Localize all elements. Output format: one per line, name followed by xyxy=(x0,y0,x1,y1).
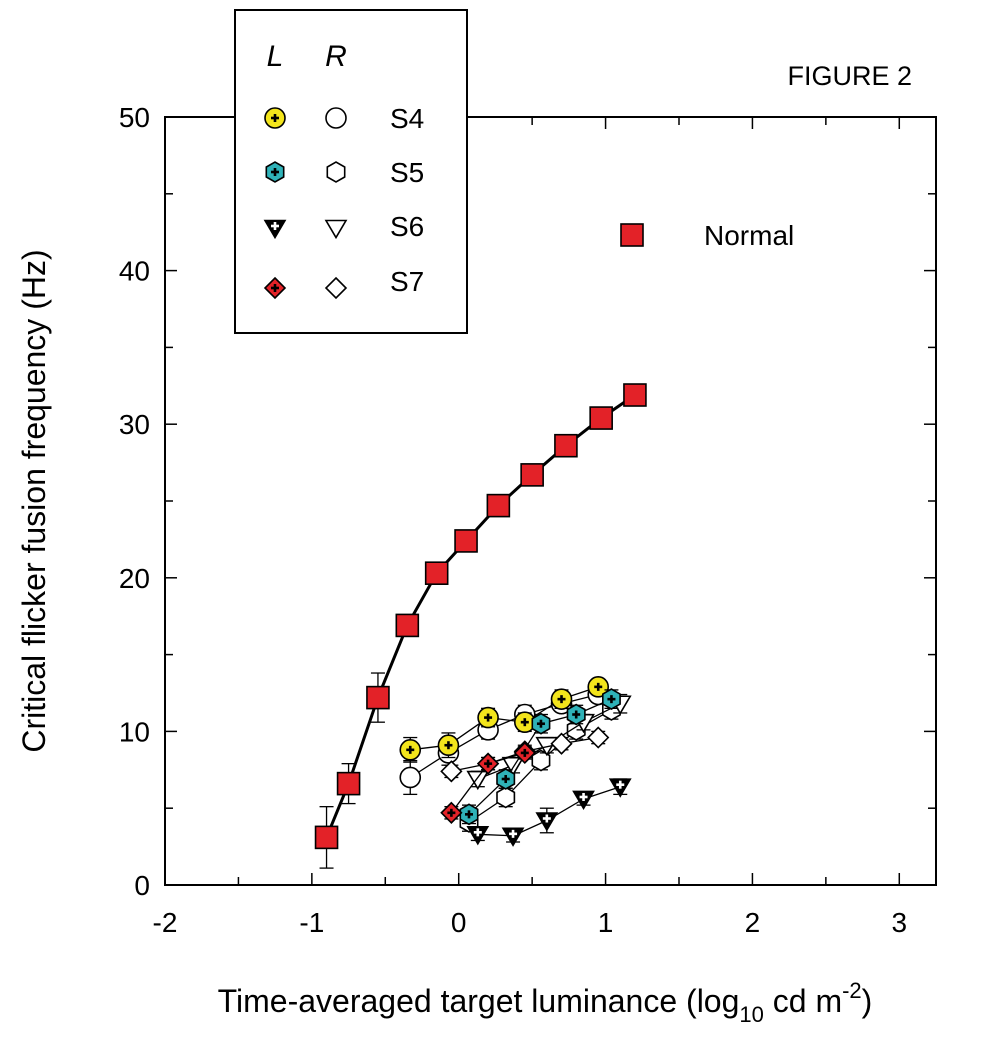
series-s7-l xyxy=(440,741,536,824)
x-axis-label-sup: -2 xyxy=(842,978,862,1003)
data-marks xyxy=(314,383,647,869)
x-tick-label: 2 xyxy=(745,907,761,938)
legend-label-s7: S7 xyxy=(390,266,424,297)
point-normal xyxy=(520,463,544,487)
series-s6-l xyxy=(466,778,632,847)
point-normal xyxy=(554,433,578,458)
figure-label: FIGURE 2 xyxy=(787,61,912,91)
legend: L R S4 S5 S6 S7 xyxy=(234,9,468,334)
point-s6-r xyxy=(501,756,525,777)
x-tick-label: 1 xyxy=(598,907,614,938)
point-normal xyxy=(589,406,613,430)
normal-legend-marker xyxy=(620,223,644,247)
point-normal xyxy=(395,613,420,638)
x-tick-label: 0 xyxy=(451,907,467,938)
y-axis-label: Critical flicker fusion frequency (Hz) xyxy=(16,249,52,752)
point-s7-r xyxy=(550,732,573,755)
x-axis-label-end: ) xyxy=(862,983,873,1019)
y-tick-label: 50 xyxy=(119,102,150,133)
legend-label-s5: S5 xyxy=(390,157,424,188)
x-tick-label: -2 xyxy=(153,907,178,938)
y-tick-label: 20 xyxy=(119,563,150,594)
legend-col-right: R xyxy=(325,40,347,73)
series-s4-l xyxy=(399,676,610,763)
point-normal xyxy=(336,771,361,796)
point-normal xyxy=(424,561,449,585)
normal-legend: Normal xyxy=(620,220,794,251)
x-tick-label: 3 xyxy=(891,907,907,938)
x-axis-label-sub: 10 xyxy=(739,1002,763,1027)
x-tick-label: -1 xyxy=(299,907,324,938)
legend-marker-s7-r xyxy=(324,276,348,300)
legend-markers xyxy=(263,107,348,300)
x-axis-label: Time-averaged target luminance (log10 cd… xyxy=(218,978,873,1027)
point-s4-r xyxy=(399,766,422,789)
x-axis-label-mid: cd m xyxy=(764,983,842,1019)
point-normal xyxy=(486,493,511,518)
point-normal xyxy=(314,825,339,850)
point-normal xyxy=(366,685,390,710)
legend-marker-s5-r xyxy=(326,161,346,183)
point-s6-r xyxy=(466,770,490,791)
legend-marker-s6-r xyxy=(324,219,348,240)
legend-label-s6: S6 xyxy=(390,211,424,242)
y-tick-label: 30 xyxy=(119,409,150,440)
point-s5-r xyxy=(496,786,516,809)
y-tick-label: 40 xyxy=(119,256,150,287)
y-tick-label: 10 xyxy=(119,716,150,747)
y-tick-label: 0 xyxy=(134,870,150,901)
legend-label-s4: S4 xyxy=(390,103,424,134)
point-s7-r xyxy=(587,726,610,749)
legend-col-left: L xyxy=(267,40,284,73)
point-s7-r xyxy=(440,760,463,783)
x-axis-label-main: Time-averaged target luminance (log xyxy=(218,983,740,1019)
series-normal xyxy=(314,383,647,869)
legend-marker-s4-r xyxy=(325,107,347,129)
normal-legend-label: Normal xyxy=(704,220,794,251)
point-normal xyxy=(623,383,647,407)
point-normal xyxy=(454,529,478,553)
series-s5-l xyxy=(459,688,621,826)
